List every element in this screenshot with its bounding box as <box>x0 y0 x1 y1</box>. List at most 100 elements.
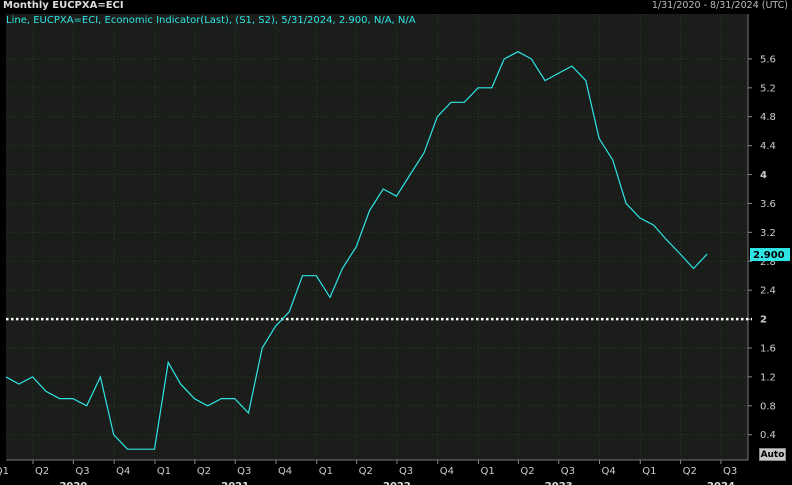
y-tick-label: 5.2 <box>760 83 776 94</box>
series-point <box>652 224 655 227</box>
auto-scale-button[interactable]: Auto <box>759 448 786 461</box>
series-point <box>261 346 264 349</box>
y-tick-label: 5.6 <box>760 54 776 65</box>
series-point <box>301 274 304 277</box>
series-point <box>490 86 493 89</box>
series-point <box>17 383 20 386</box>
series-point <box>516 50 519 53</box>
x-tick-label: Q3 <box>237 466 251 477</box>
series-point <box>665 238 668 241</box>
series-point <box>139 448 142 451</box>
chart-date-range: 1/31/2020 - 8/31/2024 (UTC) <box>651 0 788 11</box>
chart-header-title: Monthly EUCPXA=ECI <box>3 0 124 11</box>
x-year-label: 2022 <box>383 481 411 485</box>
series-point <box>233 397 236 400</box>
series-point <box>329 296 332 299</box>
series-point <box>530 57 533 60</box>
x-tick-label: Q2 <box>35 466 49 477</box>
series-point <box>5 375 8 378</box>
series-point <box>557 72 560 75</box>
x-year-label: 2024 <box>707 481 735 485</box>
grid <box>6 14 748 460</box>
y-tick-label: 1.2 <box>760 372 776 383</box>
axes: Q1Q2Q3Q4Q1Q2Q3Q4Q1Q2Q3Q4Q1Q2Q3Q4Q1Q2Q320… <box>0 14 776 485</box>
x-tick-label: Q1 <box>157 466 171 477</box>
series-point <box>112 433 115 436</box>
x-tick-label: Q2 <box>520 466 534 477</box>
series-point <box>436 115 439 118</box>
series-point <box>450 101 453 104</box>
x-tick-label: Q4 <box>602 466 616 477</box>
series-point <box>477 86 480 89</box>
series-point <box>503 57 506 60</box>
x-tick-label: Q1 <box>319 466 333 477</box>
series-point <box>395 195 398 198</box>
y-tick-label: 1.6 <box>760 343 776 354</box>
series-point <box>126 448 129 451</box>
last-value-label-text: 2.900 <box>753 250 785 261</box>
series-point <box>692 267 695 270</box>
series-point <box>44 390 47 393</box>
series-point <box>368 209 371 212</box>
series-point <box>274 325 277 328</box>
x-tick-label: Q2 <box>359 466 373 477</box>
series-point <box>638 216 641 219</box>
series-point <box>463 101 466 104</box>
series-point <box>543 79 546 82</box>
x-tick-label: Q2 <box>683 466 697 477</box>
y-tick-label: 4.4 <box>760 141 776 152</box>
y-tick-label: 3.6 <box>760 199 776 210</box>
series-line <box>5 51 708 450</box>
x-year-label: 2021 <box>221 481 249 485</box>
plot-area[interactable] <box>6 14 748 460</box>
y-tick-label: 0.8 <box>760 401 776 412</box>
series-point <box>179 383 182 386</box>
x-tick-label: Q1 <box>481 466 495 477</box>
series-point <box>99 375 102 378</box>
series-point <box>220 397 223 400</box>
x-tick-label: Q1 <box>642 466 656 477</box>
x-tick-label: Q3 <box>399 466 413 477</box>
x-tick-label: Q1 <box>0 466 9 477</box>
x-year-label: 2023 <box>545 481 573 485</box>
series-point <box>288 310 291 313</box>
series-point <box>71 397 74 400</box>
series-point <box>409 173 412 176</box>
series-point <box>422 151 425 154</box>
series-legend: Line, EUCPXA=ECI, Economic Indicator(Las… <box>6 15 416 26</box>
x-tick-label: Q4 <box>116 466 130 477</box>
series-point <box>167 361 170 364</box>
series-point <box>355 245 358 248</box>
series-point <box>31 375 34 378</box>
y-tick-label: 2.8 <box>760 257 776 268</box>
series-point <box>611 159 614 162</box>
y-tick-label: 2.4 <box>760 286 776 297</box>
x-tick-label: Q2 <box>197 466 211 477</box>
series-point <box>598 137 601 140</box>
series-point <box>315 274 318 277</box>
x-tick-label: Q4 <box>278 466 292 477</box>
x-year-label: 2020 <box>59 481 87 485</box>
series-point <box>584 79 587 82</box>
last-value-label: 2.900 <box>750 248 790 262</box>
series-point <box>341 267 344 270</box>
series-point <box>625 202 628 205</box>
legend-text: Line, EUCPXA=ECI, Economic Indicator(Las… <box>6 15 416 26</box>
x-tick-label: Q3 <box>561 466 575 477</box>
y-tick-label: 2 <box>760 315 767 326</box>
last-value-label-bg <box>750 248 790 262</box>
y-tick-label: 3.2 <box>760 228 776 239</box>
x-tick-label: Q4 <box>440 466 454 477</box>
series-point <box>85 404 88 407</box>
series-point <box>247 412 250 415</box>
series-point <box>193 397 196 400</box>
y-tick-label: 4 <box>760 170 767 181</box>
series-point <box>679 253 682 256</box>
series-point <box>58 397 61 400</box>
y-tick-label: 4.8 <box>760 112 776 123</box>
x-tick-label: Q3 <box>75 466 89 477</box>
series-point <box>382 187 385 190</box>
series-point <box>706 253 709 256</box>
series-point <box>571 65 574 68</box>
